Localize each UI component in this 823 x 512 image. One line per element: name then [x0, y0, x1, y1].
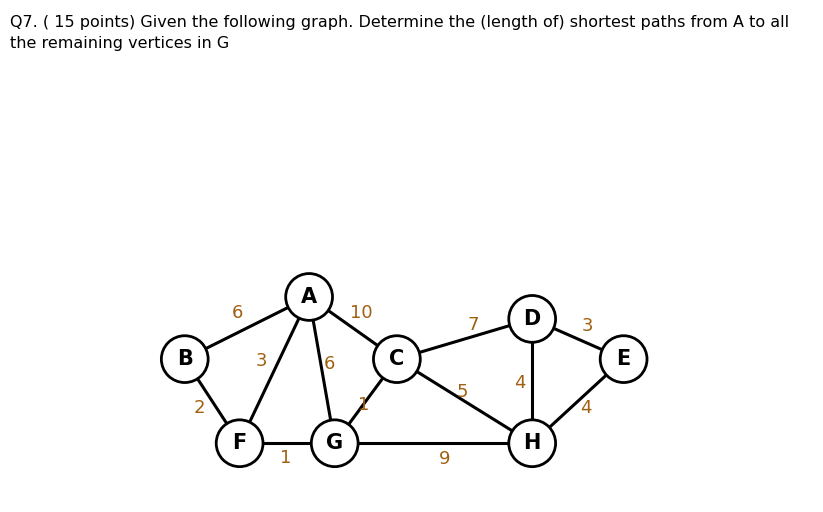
Text: 4: 4 — [580, 399, 592, 417]
Text: 10: 10 — [351, 304, 373, 322]
Text: 1: 1 — [280, 449, 291, 467]
Text: E: E — [616, 349, 630, 369]
Text: F: F — [232, 433, 247, 453]
Text: Q7. ( 15 points) Given the following graph. Determine the (length of) shortest p: Q7. ( 15 points) Given the following gra… — [10, 15, 789, 51]
Circle shape — [509, 295, 556, 343]
Text: 3: 3 — [581, 317, 593, 335]
Text: 1: 1 — [358, 396, 370, 414]
Text: 7: 7 — [468, 316, 480, 334]
Text: 2: 2 — [193, 399, 205, 417]
Text: A: A — [301, 287, 317, 307]
Text: D: D — [523, 309, 541, 329]
Text: 5: 5 — [457, 383, 468, 401]
Circle shape — [286, 273, 332, 321]
Circle shape — [600, 336, 647, 382]
Text: H: H — [523, 433, 541, 453]
Circle shape — [161, 336, 208, 382]
Text: 9: 9 — [439, 451, 450, 468]
Text: 6: 6 — [232, 304, 243, 322]
Text: G: G — [326, 433, 343, 453]
Circle shape — [509, 420, 556, 466]
Circle shape — [216, 420, 263, 466]
Text: 4: 4 — [514, 374, 526, 392]
Circle shape — [311, 420, 358, 466]
Text: B: B — [177, 349, 193, 369]
Text: 3: 3 — [256, 352, 267, 370]
Text: 6: 6 — [324, 355, 335, 373]
Circle shape — [374, 336, 421, 382]
Text: C: C — [389, 349, 404, 369]
